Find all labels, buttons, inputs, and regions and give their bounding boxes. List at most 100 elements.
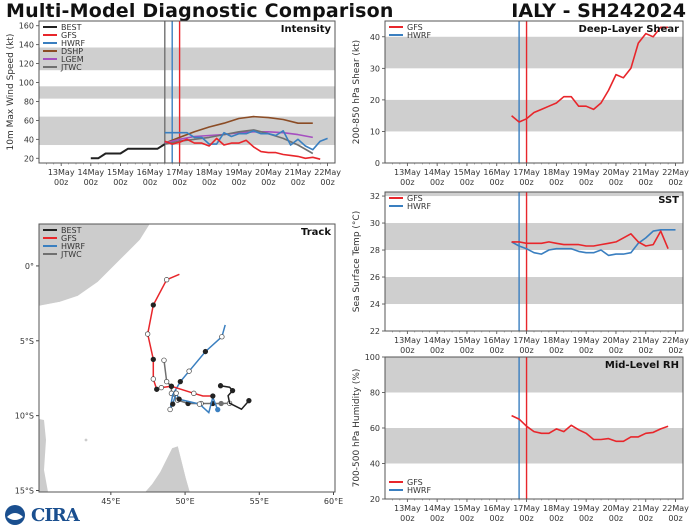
x-tick-label: 00z (430, 178, 444, 187)
x-tick-label: 00z (549, 346, 563, 355)
series-line-gfs (511, 26, 669, 123)
track-point-hwrf (202, 348, 209, 355)
track-point-hwrf (196, 401, 203, 407)
x-tick-label: 14May (424, 168, 451, 177)
x-tick-label: 16May (483, 504, 510, 513)
x-tick-label: 00z (172, 178, 186, 187)
x-tick-label: 21May (632, 336, 659, 345)
x-tick-label: 21May (632, 168, 659, 177)
track-line-jtwc (163, 360, 230, 405)
x-tick-label: 00z (202, 178, 216, 187)
y-tick-label: 22 (370, 327, 380, 336)
x-tick-label: 00z (400, 178, 414, 187)
x-tick-label: 15May (107, 168, 134, 177)
legend-label: GFS (407, 478, 423, 487)
legend-label: BEST (61, 23, 82, 32)
track-point-hwrf (215, 407, 221, 413)
x-tick-label: 00z (54, 178, 68, 187)
x-tick-label: 16May (483, 336, 510, 345)
track-point-gfs (210, 393, 216, 399)
x-tick-label: 00z (430, 346, 444, 355)
track-point-gfs (154, 386, 160, 392)
x-tick-label: 00z (460, 514, 474, 523)
x-tick-label: 50°E (175, 497, 194, 506)
x-tick-label: 19May (573, 336, 600, 345)
x-tick-label: 19May (573, 504, 600, 513)
x-tick-label: 17May (166, 168, 193, 177)
x-tick-label: 00z (579, 178, 593, 187)
x-tick-label: 00z (519, 178, 533, 187)
y-axis-label: 10m Max Wind Speed (kt) (6, 34, 16, 151)
x-tick-label: 00z (668, 178, 682, 187)
panel-shear: 13May00z14May00z15May00z16May00z17May00z… (352, 20, 689, 187)
y-tick-label: 40 (370, 33, 380, 42)
x-tick-label: 15May (454, 504, 481, 513)
series-line-gfs (164, 137, 321, 160)
track-point-hwrf (173, 390, 179, 396)
land-madagascar (144, 445, 191, 492)
series-line-gfs (511, 414, 669, 443)
legend-label: GFS (61, 234, 77, 243)
shaded-band (385, 99, 683, 132)
y-tick-label: 100 (19, 79, 34, 88)
shaded-band (385, 223, 683, 251)
x-tick-label: 16May (483, 168, 510, 177)
x-tick-label: 13May (394, 336, 421, 345)
panel-title: Track (301, 227, 331, 238)
y-tick-label: 28 (370, 246, 380, 255)
plot-frame (38, 223, 336, 493)
x-tick-label: 18May (543, 168, 570, 177)
x-tick-label: 00z (320, 178, 334, 187)
panel-track: 45°E 50°E 55°E 60°E 0° 5°S 10°S 15°S Track BESTGF… (15, 223, 343, 506)
x-tick-label: 00z (143, 178, 157, 187)
panel-rh: 13May00z14May00z15May00z16May00z17May00z… (352, 353, 689, 523)
track-point-hwrf (167, 406, 173, 413)
x-tick-label: 21May (285, 168, 312, 177)
y-tick-label: 10 (370, 127, 380, 136)
track-point-gfs (164, 277, 170, 283)
y-tick-label: 20 (370, 495, 380, 504)
noaa-logo-icon (5, 505, 25, 525)
x-tick-label: 22May (314, 168, 341, 177)
legend-label: GFS (407, 194, 423, 203)
y-tick-label: 60 (24, 116, 34, 125)
shaded-band (385, 36, 683, 69)
y-tick-label: 80 (24, 97, 34, 106)
track-point-hwrf (177, 379, 183, 385)
track-point-best (217, 383, 224, 389)
x-tick-label: 15May (454, 168, 481, 177)
y-tick-label: 120 (19, 60, 34, 69)
legend-label: HWRF (407, 31, 431, 40)
land-mainland-south (39, 419, 48, 492)
x-tick-label: 00z (400, 514, 414, 523)
track-point-gfs (191, 390, 197, 396)
x-tick-label: 18May (543, 336, 570, 345)
x-tick-label: 00z (579, 346, 593, 355)
panel-title: Deep-Layer Shear (579, 24, 680, 35)
legend-label: GFS (61, 31, 77, 40)
x-tick-label: 20May (603, 504, 630, 513)
x-tick-label: 13May (394, 504, 421, 513)
panel-intensity: 13May00z14May00z15May00z16May00z17May00z… (6, 20, 341, 187)
legend-label: BEST (61, 226, 82, 235)
x-tick-label: 00z (490, 514, 504, 523)
y-tick-label: 20 (24, 154, 34, 163)
x-tick-label: 19May (573, 168, 600, 177)
y-tick-label: 100 (365, 353, 380, 362)
panel-title: SST (658, 195, 679, 206)
x-tick-label: 00z (400, 346, 414, 355)
track-line-gfs (146, 273, 213, 397)
y-tick-label: 40 (370, 460, 380, 469)
plot-frame (384, 20, 684, 164)
legend-label: DSHP (61, 47, 83, 56)
y-axis-label: 700-500 hPa Humidity (%) (352, 369, 362, 488)
x-tick-label: 00z (639, 178, 653, 187)
series-line-gfs (511, 230, 669, 250)
track-line-best (220, 384, 250, 411)
y-tick-label: 32 (370, 192, 380, 201)
x-tick-label: 18May (196, 168, 223, 177)
series-line-lgem (164, 131, 313, 144)
x-tick-label: 19May (225, 168, 252, 177)
x-tick-label: 00z (668, 346, 682, 355)
x-tick-label: 00z (609, 514, 623, 523)
